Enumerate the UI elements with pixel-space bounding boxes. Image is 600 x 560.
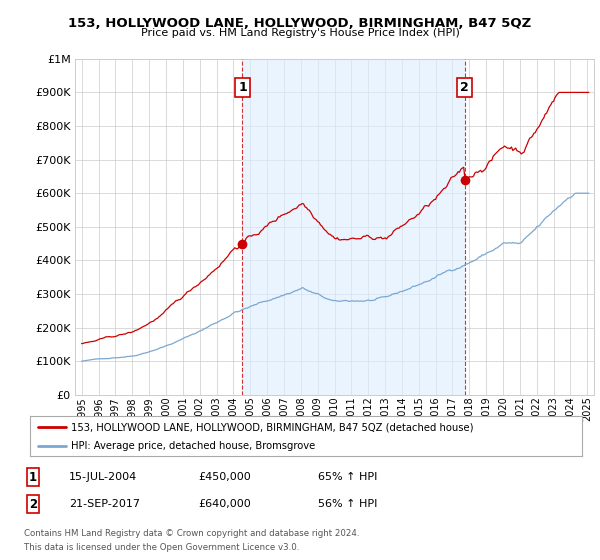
Bar bbox=[242, 59, 464, 395]
Text: 2: 2 bbox=[29, 497, 37, 511]
Text: Contains HM Land Registry data © Crown copyright and database right 2024.: Contains HM Land Registry data © Crown c… bbox=[24, 529, 359, 538]
Text: 56% ↑ HPI: 56% ↑ HPI bbox=[318, 499, 377, 509]
Text: 1: 1 bbox=[238, 81, 247, 94]
Text: This data is licensed under the Open Government Licence v3.0.: This data is licensed under the Open Gov… bbox=[24, 543, 299, 552]
Text: 21-SEP-2017: 21-SEP-2017 bbox=[69, 499, 140, 509]
Text: 153, HOLLYWOOD LANE, HOLLYWOOD, BIRMINGHAM, B47 5QZ: 153, HOLLYWOOD LANE, HOLLYWOOD, BIRMINGH… bbox=[68, 17, 532, 30]
Text: £450,000: £450,000 bbox=[198, 472, 251, 482]
Text: 1: 1 bbox=[29, 470, 37, 484]
Text: HPI: Average price, detached house, Bromsgrove: HPI: Average price, detached house, Brom… bbox=[71, 441, 316, 451]
Text: 15-JUL-2004: 15-JUL-2004 bbox=[69, 472, 137, 482]
Text: Price paid vs. HM Land Registry's House Price Index (HPI): Price paid vs. HM Land Registry's House … bbox=[140, 28, 460, 38]
Text: 2: 2 bbox=[460, 81, 469, 94]
Text: £640,000: £640,000 bbox=[198, 499, 251, 509]
Text: 153, HOLLYWOOD LANE, HOLLYWOOD, BIRMINGHAM, B47 5QZ (detached house): 153, HOLLYWOOD LANE, HOLLYWOOD, BIRMINGH… bbox=[71, 422, 474, 432]
Text: 65% ↑ HPI: 65% ↑ HPI bbox=[318, 472, 377, 482]
